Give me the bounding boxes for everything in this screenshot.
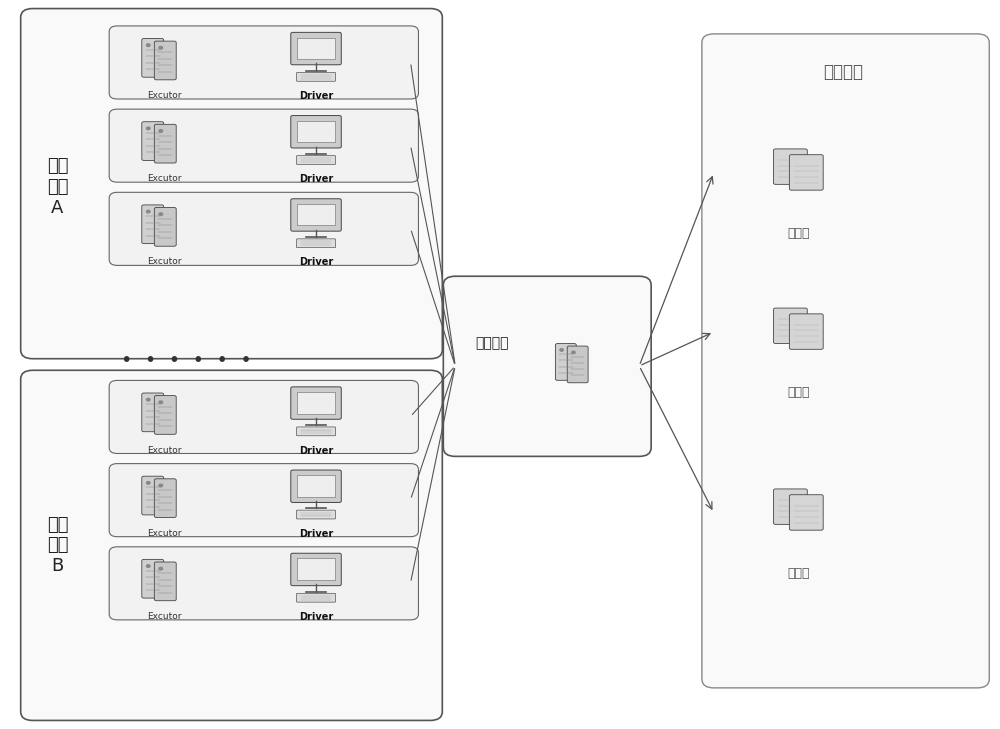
Circle shape xyxy=(146,565,150,567)
FancyBboxPatch shape xyxy=(773,149,807,184)
FancyBboxPatch shape xyxy=(154,41,176,79)
Circle shape xyxy=(159,401,163,404)
Text: Driver: Driver xyxy=(299,174,333,184)
FancyBboxPatch shape xyxy=(142,39,164,77)
FancyBboxPatch shape xyxy=(291,199,341,231)
FancyBboxPatch shape xyxy=(154,396,176,434)
Text: Excutor: Excutor xyxy=(147,612,181,621)
FancyBboxPatch shape xyxy=(702,34,989,688)
Bar xyxy=(297,37,335,59)
Text: 资源库: 资源库 xyxy=(787,567,810,580)
FancyBboxPatch shape xyxy=(109,192,418,265)
Text: 调度集群: 调度集群 xyxy=(823,63,863,80)
FancyBboxPatch shape xyxy=(773,308,807,343)
FancyBboxPatch shape xyxy=(291,32,341,65)
Circle shape xyxy=(159,484,163,487)
Bar xyxy=(297,558,335,580)
FancyBboxPatch shape xyxy=(154,479,176,518)
FancyBboxPatch shape xyxy=(296,593,336,602)
FancyBboxPatch shape xyxy=(142,476,164,515)
Circle shape xyxy=(572,351,575,354)
FancyBboxPatch shape xyxy=(296,427,336,436)
FancyBboxPatch shape xyxy=(109,381,418,453)
FancyBboxPatch shape xyxy=(296,72,336,81)
Circle shape xyxy=(159,47,163,49)
FancyBboxPatch shape xyxy=(789,155,823,190)
Text: Driver: Driver xyxy=(299,529,333,539)
FancyBboxPatch shape xyxy=(789,495,823,530)
FancyBboxPatch shape xyxy=(296,239,336,248)
FancyBboxPatch shape xyxy=(555,343,576,381)
Circle shape xyxy=(159,130,163,132)
FancyBboxPatch shape xyxy=(109,26,418,99)
FancyBboxPatch shape xyxy=(154,208,176,246)
Text: 物理
集群
A: 物理 集群 A xyxy=(47,157,68,217)
Text: Driver: Driver xyxy=(299,612,333,622)
Text: Excutor: Excutor xyxy=(147,91,181,100)
FancyBboxPatch shape xyxy=(21,370,442,720)
Text: 资源库: 资源库 xyxy=(787,227,810,240)
Circle shape xyxy=(146,210,150,213)
FancyBboxPatch shape xyxy=(567,346,588,383)
Circle shape xyxy=(146,482,150,484)
FancyBboxPatch shape xyxy=(773,489,807,524)
FancyBboxPatch shape xyxy=(154,125,176,163)
FancyBboxPatch shape xyxy=(21,9,442,359)
FancyBboxPatch shape xyxy=(154,562,176,601)
Text: Excutor: Excutor xyxy=(147,257,181,266)
FancyBboxPatch shape xyxy=(109,547,418,620)
Text: Excutor: Excutor xyxy=(147,445,181,454)
Text: 物理
集群
B: 物理 集群 B xyxy=(47,515,68,575)
Text: Excutor: Excutor xyxy=(147,529,181,538)
FancyBboxPatch shape xyxy=(291,553,341,585)
Bar xyxy=(297,121,335,142)
FancyBboxPatch shape xyxy=(789,314,823,349)
FancyBboxPatch shape xyxy=(291,387,341,419)
Text: 配置中心: 配置中心 xyxy=(475,336,509,350)
FancyBboxPatch shape xyxy=(142,393,164,432)
FancyBboxPatch shape xyxy=(291,116,341,148)
Circle shape xyxy=(159,567,163,570)
Bar xyxy=(297,204,335,225)
Text: Driver: Driver xyxy=(299,445,333,456)
FancyBboxPatch shape xyxy=(296,156,336,165)
Circle shape xyxy=(146,44,150,47)
FancyBboxPatch shape xyxy=(142,122,164,160)
Text: 资源库: 资源库 xyxy=(787,386,810,399)
Circle shape xyxy=(560,348,563,351)
FancyBboxPatch shape xyxy=(142,205,164,243)
FancyBboxPatch shape xyxy=(109,109,418,182)
Text: Excutor: Excutor xyxy=(147,174,181,183)
Text: Driver: Driver xyxy=(299,91,333,101)
Text: Driver: Driver xyxy=(299,257,333,268)
FancyBboxPatch shape xyxy=(109,464,418,537)
Circle shape xyxy=(146,398,150,401)
Circle shape xyxy=(159,213,163,216)
FancyBboxPatch shape xyxy=(296,510,336,519)
FancyBboxPatch shape xyxy=(443,276,651,456)
Bar xyxy=(297,475,335,496)
Circle shape xyxy=(146,127,150,130)
FancyBboxPatch shape xyxy=(142,559,164,598)
Text: •  •  •  •  •  •: • • • • • • xyxy=(121,351,252,370)
FancyBboxPatch shape xyxy=(291,470,341,502)
Bar xyxy=(297,392,335,413)
